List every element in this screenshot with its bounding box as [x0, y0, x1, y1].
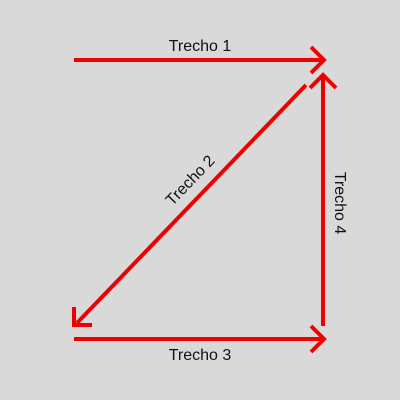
segment-1-label: Trecho 1 [169, 38, 232, 55]
segment-3-label: Trecho 3 [169, 347, 232, 364]
segment-4-label: Trecho 4 [331, 172, 348, 235]
segment-2-arrow [72, 83, 308, 327]
segment-4-arrow [308, 72, 338, 326]
segment-1-arrow [74, 45, 327, 75]
segment-3-arrow [74, 324, 327, 354]
